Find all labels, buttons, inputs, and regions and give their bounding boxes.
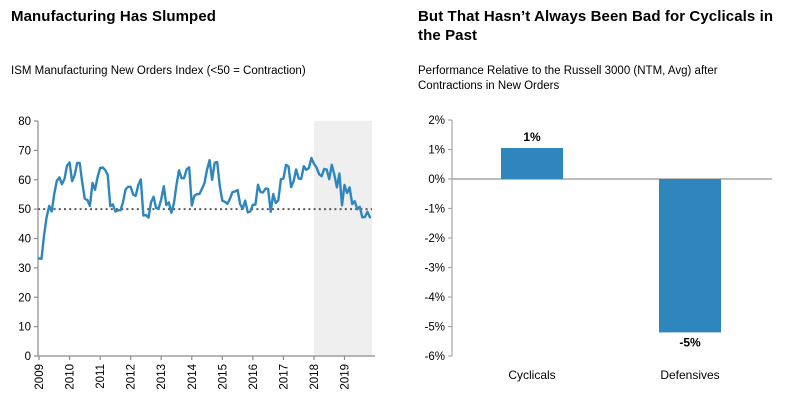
- y-axis-label: 0: [25, 351, 31, 363]
- x-axis-label: 2010: [65, 364, 77, 390]
- bar-cyclicals: [501, 148, 563, 179]
- bar-chart-panel: But That Hasn’t Always Been Bad for Cycl…: [400, 0, 800, 405]
- x-axis-label: 2011: [95, 364, 107, 389]
- y-axis-label: 50: [18, 204, 31, 216]
- y-axis-label: 1%: [428, 145, 445, 157]
- highlight-region-2018-2019: [313, 121, 372, 356]
- category-label-defensives: Defensives: [660, 368, 719, 382]
- x-axis-label: 2018: [309, 364, 321, 390]
- x-axis-label: 2015: [217, 364, 229, 390]
- y-axis-label: -6%: [425, 351, 445, 363]
- relative-performance-bar-chart: 2% 1% 0% -1% -2% -3% -4% -5% -6% 1% Cyclicals -5% De…: [425, 115, 772, 382]
- line-chart-subtitle: ISM Manufacturing New Orders Index (<50 …: [11, 65, 306, 77]
- ism-line-chart: 0 10 20 30 40 50 60 70 80 2009 2010 2011 2012 2013 201…: [18, 116, 375, 390]
- y-axis-label: 2%: [428, 115, 445, 127]
- y-axis-label: -1%: [425, 204, 445, 216]
- x-axis-label: 2016: [248, 364, 260, 390]
- x-axis-label: 2012: [126, 364, 138, 390]
- y-axis-label: 0%: [428, 174, 445, 186]
- y-axis-label: -5%: [425, 322, 445, 334]
- bar-defensives: [659, 179, 721, 333]
- line-chart-panel: Manufacturing Has Slumped ISM Manufactur…: [11, 8, 375, 390]
- bar-chart-subtitle: Performance Relative to the Russell 3000…: [418, 65, 718, 92]
- bar-value-label: -5%: [679, 335, 701, 349]
- bar-chart-title: But That Hasn’t Always Been Bad for Cycl…: [418, 8, 774, 44]
- y-axis-label: 10: [18, 322, 31, 334]
- y-axis-label: -3%: [425, 263, 445, 275]
- x-axis-label: 2017: [278, 364, 290, 390]
- y-axis-label: 70: [18, 145, 31, 157]
- x-axis-label: 2009: [34, 364, 46, 390]
- y-axis-label: 80: [18, 116, 31, 128]
- category-label-cyclicals: Cyclicals: [508, 368, 555, 382]
- y-axis-label: 60: [18, 175, 31, 187]
- y-axis-label: 20: [18, 292, 31, 304]
- y-axis-label: -2%: [425, 233, 445, 245]
- y-axis-label: -4%: [425, 292, 445, 304]
- x-axis-label: 2014: [187, 363, 199, 389]
- y-axis-label: 30: [18, 263, 31, 275]
- y-axis-label: 40: [18, 234, 31, 246]
- bar-value-label: 1%: [523, 130, 541, 144]
- line-chart-title: Manufacturing Has Slumped: [11, 8, 217, 25]
- ism-new-orders-line: [37, 156, 372, 261]
- x-axis-label: 2019: [340, 364, 352, 390]
- x-axis-label: 2013: [156, 364, 168, 390]
